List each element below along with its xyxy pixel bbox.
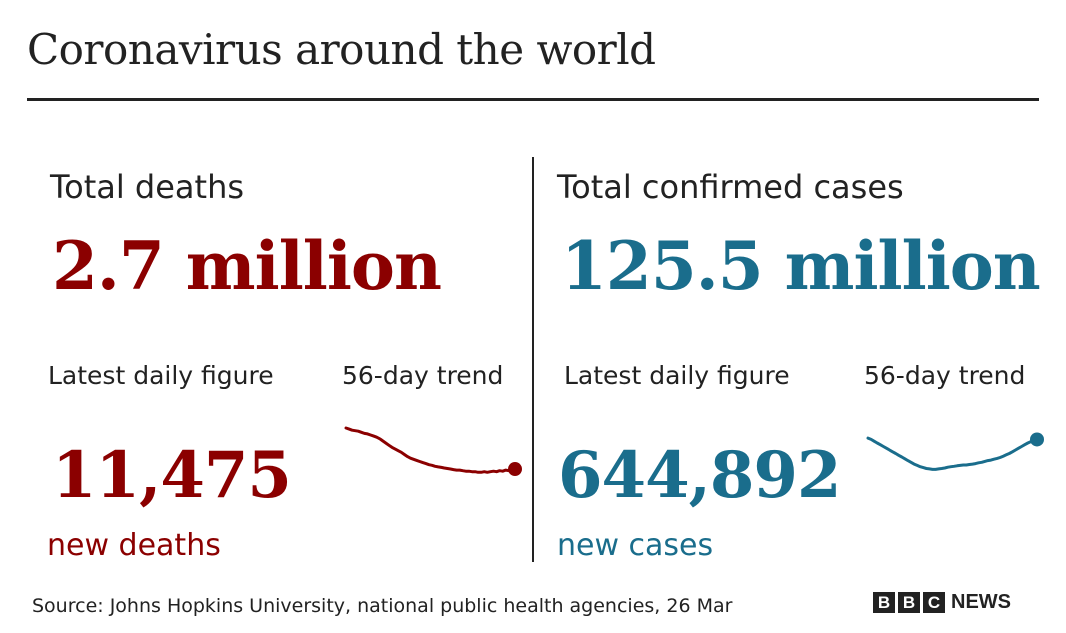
deaths-trend-endpoint — [508, 462, 522, 477]
page-title: Coronavirus around the world — [27, 25, 656, 74]
panel-divider — [532, 157, 534, 562]
source-note: Source: Johns Hopkins University, nation… — [32, 595, 733, 617]
deaths-trend-line — [344, 426, 517, 474]
deaths-trend-label: 56-day trend — [342, 361, 504, 390]
cases-heading: Total confirmed cases — [557, 168, 904, 206]
cases-latest-label: Latest daily figure — [564, 361, 790, 390]
bbc-logo-news-word: NEWS — [951, 591, 1011, 613]
deaths-total: 2.7 million — [52, 227, 442, 305]
deaths-latest-label: Latest daily figure — [48, 361, 274, 390]
cases-trend-endpoint — [1030, 432, 1044, 447]
bbc-logo-letter: B — [898, 592, 920, 613]
deaths-heading: Total deaths — [50, 168, 245, 206]
cases-trend-line — [866, 436, 1039, 471]
cases-latest-value: 644,892 — [558, 438, 841, 513]
bbc-logo-letter: C — [923, 592, 945, 613]
cases-total: 125.5 million — [561, 227, 1041, 305]
cases-trend-sparkline — [866, 432, 1044, 471]
cases-trend-label: 56-day trend — [864, 361, 1026, 390]
cases-latest-unit: new cases — [557, 528, 714, 563]
deaths-latest-value: 11,475 — [52, 438, 292, 513]
bbc-news-logo: B B C NEWS — [873, 592, 1011, 613]
deaths-latest-unit: new deaths — [47, 528, 221, 563]
title-rule — [27, 98, 1039, 101]
deaths-trend-sparkline — [344, 426, 522, 477]
bbc-logo-letter: B — [873, 592, 895, 613]
